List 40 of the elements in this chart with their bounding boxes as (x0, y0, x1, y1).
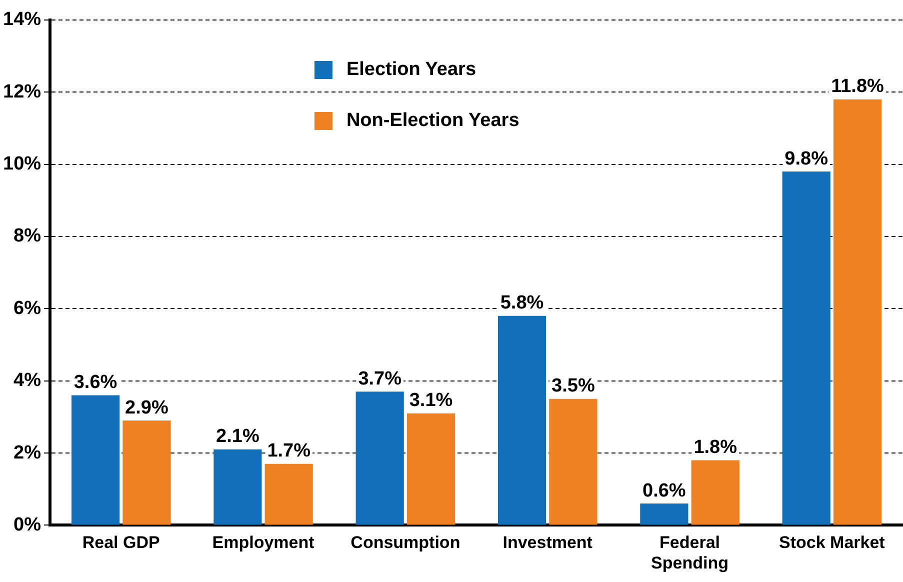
bar (549, 398, 598, 525)
y-tick-label: 4% (14, 370, 42, 392)
legend-label: Election Years (346, 59, 476, 80)
data-label: 3.6% (74, 372, 118, 394)
bar (782, 172, 830, 525)
x-tick-label: Investment (502, 533, 593, 552)
data-label: 2.9% (125, 397, 168, 418)
data-label: 11.8% (831, 76, 884, 98)
data-label: 1.7% (267, 440, 311, 462)
legend-label: Non-Election Years (346, 110, 520, 132)
x-tick-label: Federal Spending (651, 533, 728, 572)
data-label: 3.1% (409, 390, 453, 412)
data-label: 3.7% (358, 368, 402, 390)
y-tick-label: 0% (14, 514, 42, 536)
y-tick-label: 2% (14, 442, 42, 464)
bar (833, 99, 882, 525)
data-label: 1.8% (694, 436, 738, 458)
x-tick-label: Real GDP (82, 533, 160, 552)
x-tick-label: Employment (212, 533, 315, 552)
data-label: 0.6% (642, 480, 686, 502)
bar (71, 395, 120, 525)
bar (122, 420, 171, 525)
bar (264, 464, 313, 525)
y-tick-label: 8% (14, 226, 42, 247)
data-label: 3.5% (552, 376, 595, 397)
bar (356, 392, 404, 525)
y-tick-label: 14% (2, 9, 42, 30)
data-label: 2.1% (216, 426, 260, 448)
y-tick-label: 10% (2, 154, 42, 175)
bar (691, 460, 740, 525)
bar (214, 449, 262, 525)
x-tick-label: Consumption (350, 533, 460, 552)
y-tick-label: 6% (14, 298, 42, 319)
bar (498, 316, 546, 525)
x-tick-label: Stock Market (779, 533, 886, 552)
data-label: 9.8% (784, 148, 828, 170)
data-label: 5.8% (500, 292, 544, 314)
y-tick-label: 12% (2, 81, 42, 102)
bar (640, 504, 688, 525)
bar (406, 413, 456, 525)
